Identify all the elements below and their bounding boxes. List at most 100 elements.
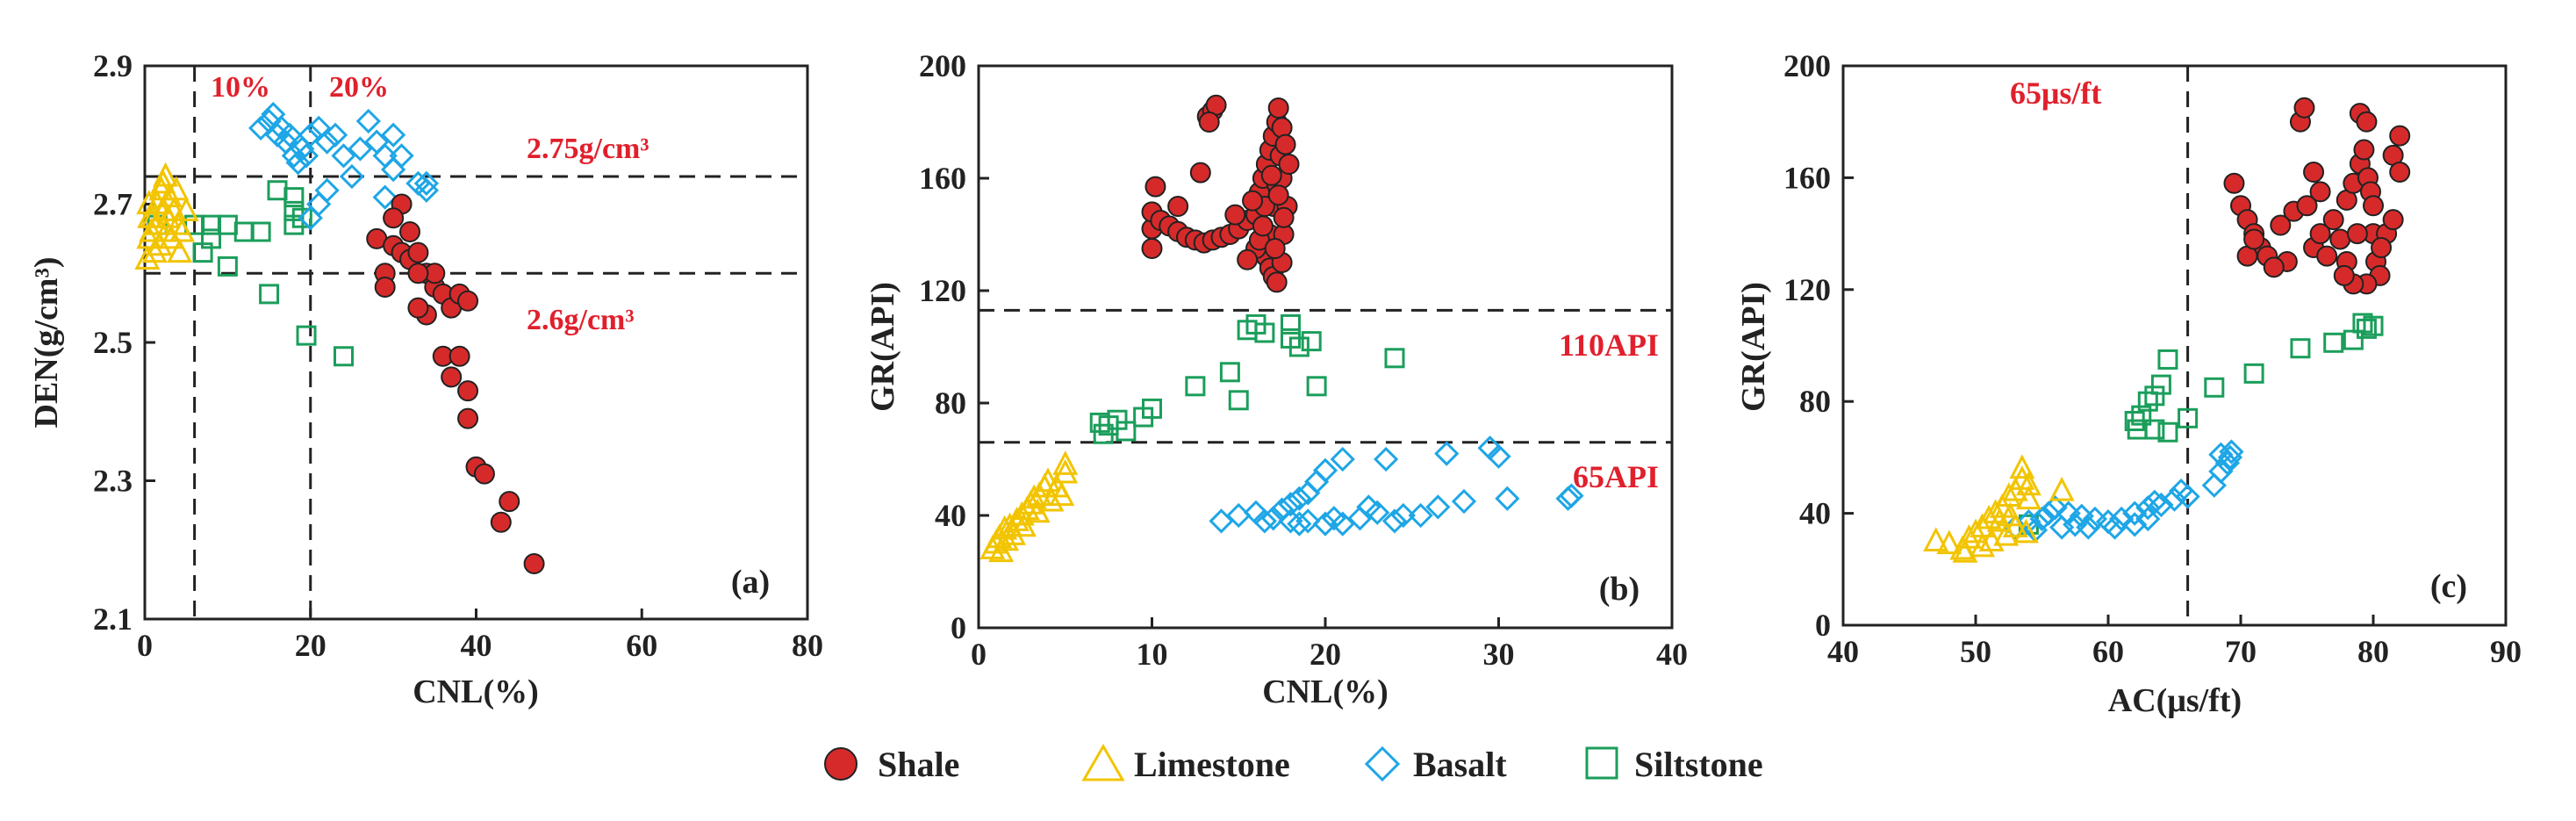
panel-c-point-shale: [2243, 228, 2265, 250]
panel-b-points: [979, 94, 1584, 563]
legend-marker-limestone: [1081, 744, 1125, 781]
panel-b-point-basalt: [1559, 483, 1584, 508]
legend-label-shale: Shale: [878, 745, 959, 784]
panel-b-point-shale: [1189, 162, 1211, 184]
panel-b-point-basalt: [1278, 508, 1303, 534]
panel-a-point-shale: [473, 463, 495, 485]
panel-b-point-siltstone: [1301, 331, 1322, 352]
panel-a-x-tick-label: 40: [461, 628, 492, 663]
panel-b-y-tick-label: 80: [935, 385, 966, 421]
panel-c-ylabel: GR(API): [1735, 282, 1772, 412]
panel-a-y-tick-label: 2.7: [93, 187, 133, 222]
panel-b-xlabel: CNL(%): [1262, 673, 1388, 710]
panel-b-point-basalt: [1304, 469, 1330, 494]
panel-b-point-siltstone: [1288, 336, 1310, 357]
panel-a-y-tick-label: 2.9: [93, 48, 133, 83]
panel-c-y-ticks: 0 40 80 120 160 200: [1783, 48, 1854, 643]
panel-c-point-limestone: [1936, 529, 1962, 555]
panel-a-point-shale: [457, 380, 479, 402]
legend-marker-siltstone: [1585, 746, 1618, 780]
panel-b-ref-label-110api: 110API: [1559, 328, 1659, 363]
panel-b-point-basalt: [1287, 486, 1312, 511]
panel-b-point-limestone: [994, 526, 1020, 551]
panel-b-point-shale: [1167, 196, 1189, 217]
panel-b-y-tick-label: 160: [919, 161, 966, 196]
panel-c-point-limestone: [2049, 476, 2075, 501]
panel-a-point-shale: [523, 553, 545, 574]
panel-a-point-limestone: [144, 210, 170, 235]
panel-b-point-limestone: [1052, 450, 1079, 475]
panel-b-point-limestone: [1010, 512, 1037, 537]
panel-b-point-siltstone: [1142, 398, 1162, 419]
panel-c-point-siltstone: [2352, 313, 2373, 334]
panel-c-x-tick-label: 90: [2490, 634, 2522, 669]
panel-c-point-siltstone: [2157, 421, 2178, 443]
panel-b-x-tick-label: 10: [1137, 637, 1168, 672]
panel-c-point-basalt: [2042, 495, 2068, 521]
panel-c-point-basalt: [2142, 489, 2167, 515]
panel-c-point-siltstone: [2363, 315, 2384, 336]
legend-label-siltstone: Siltstone: [1634, 745, 1763, 784]
panel-b-point-siltstone: [1116, 421, 1137, 442]
panel-b-point-shale: [1267, 97, 1289, 119]
panel-b-point-basalt: [1287, 511, 1312, 537]
panel-b-point-basalt: [1278, 492, 1303, 517]
panel-c-point-basalt: [2035, 501, 2062, 526]
panel-a-point-basalt: [248, 115, 274, 140]
panel-a-x-tick-label: 60: [626, 628, 657, 663]
panel-a-point-siltstone: [217, 256, 238, 277]
panel-c-point-basalt: [2201, 472, 2227, 498]
panel-c-x-tick-label: 80: [2357, 634, 2389, 669]
legend-marker-basalt: [1364, 745, 1401, 782]
panel-c-y-tick-label: 160: [1783, 160, 1831, 195]
panel-c-point-shale: [2309, 223, 2331, 245]
panel-c-y-tick-label: 0: [1815, 608, 1831, 643]
panel-a-point-shale: [448, 345, 470, 367]
panel-c-point-siltstone: [2131, 405, 2152, 426]
panel-a-point-basalt: [331, 143, 356, 169]
panel-b-point-basalt: [1434, 441, 1460, 466]
panel-a-point-limestone: [136, 190, 162, 214]
panel-b-point-basalt: [1390, 502, 1416, 529]
panel-b-x-tick-label: 40: [1656, 637, 1688, 672]
panel-a-y-ticks: 2.1 2.3 2.5 2.7 2.9: [93, 48, 155, 637]
panel-b-point-shale: [1252, 215, 1274, 237]
panel-c-point-shale: [2270, 214, 2292, 236]
panel-a-point-shale: [383, 207, 405, 229]
panel-c-ref-label-65us: 65μs/ft: [2010, 76, 2101, 111]
panel-a-point-shale: [457, 290, 479, 312]
panel-b-label: (b): [1599, 571, 1640, 608]
panel-a-point-limestone: [134, 245, 161, 270]
panel-c-point-limestone: [1993, 521, 2020, 546]
panel-b-point-basalt: [1365, 500, 1390, 525]
panel-a-xlabel: CNL(%): [413, 673, 539, 710]
panel-b-point-shale: [1237, 248, 1259, 270]
panel-a-point-limestone: [158, 224, 184, 249]
panel-c-xlabel: AC(μs/ft): [2108, 682, 2242, 719]
panel-c-point-basalt: [2049, 515, 2075, 540]
panel-a-point-shale: [441, 366, 463, 388]
panel-b-point-siltstone: [1306, 376, 1327, 397]
panel-a-point-basalt: [322, 122, 348, 148]
panel-a: 0 20 40 60 80 2.1 2.3 2.5 2.7 2.9 10% 20% 2.75g/…: [28, 48, 823, 710]
panel-a-point-limestone: [163, 176, 190, 201]
panel-c-point-limestone: [1952, 537, 1978, 563]
panel-b-point-shale: [1242, 190, 1264, 212]
panel-c-point-basalt: [2162, 486, 2187, 512]
panel-b-point-siltstone: [1219, 362, 1240, 383]
panel-c-point-shale: [2353, 139, 2375, 161]
panel-c-point-shale: [2293, 97, 2315, 119]
panel-c-point-siltstone: [2157, 349, 2178, 370]
panel-a-ref-label-2.6: 2.6g/cm³: [527, 304, 635, 336]
panel-a-y-tick-label: 2.3: [93, 464, 133, 499]
panel-a-point-shale: [374, 277, 396, 298]
panel-b-x-tick-label: 0: [971, 637, 987, 672]
panel-a-x-tick-label: 80: [792, 628, 823, 663]
panel-c-point-limestone: [1997, 501, 2023, 527]
panel-a-point-basalt: [348, 136, 373, 162]
panel-a-point-limestone: [153, 162, 179, 187]
panel-b-point-siltstone: [1185, 376, 1206, 397]
panel-b-point-siltstone: [1254, 322, 1275, 343]
panel-c-point-limestone: [1923, 527, 1949, 551]
